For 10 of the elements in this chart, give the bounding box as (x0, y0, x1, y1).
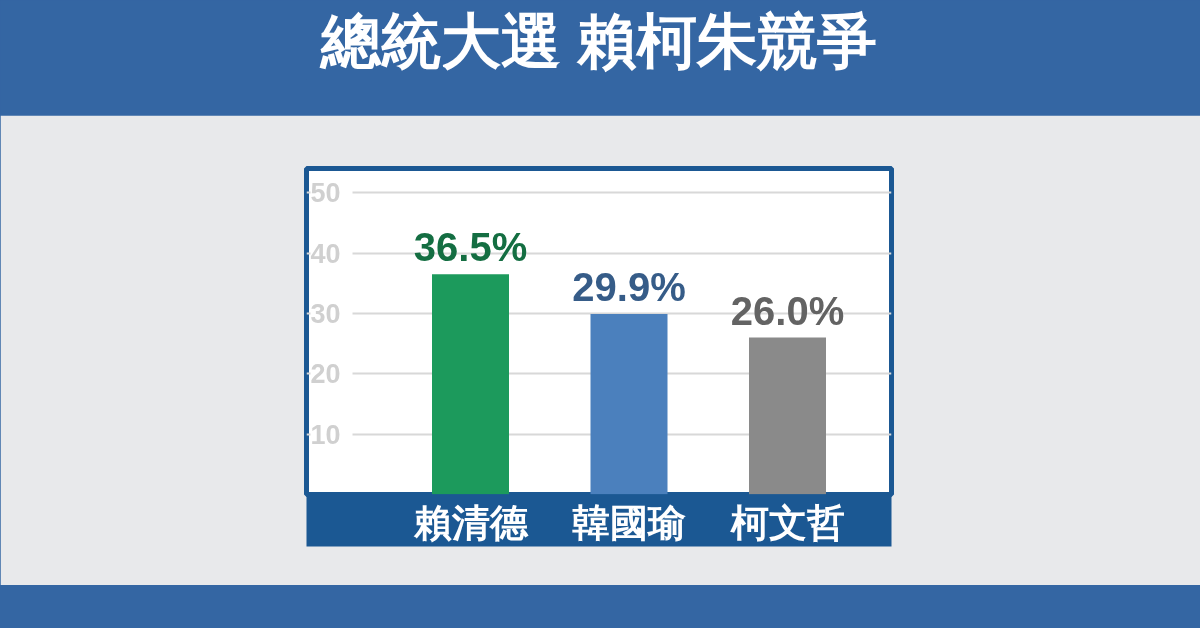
data-label: 26.0% (730, 288, 845, 333)
bar (432, 274, 509, 495)
bar (590, 313, 668, 495)
x-tick-label: 韓國瑜 (572, 501, 686, 544)
chart-title: 總統大選 賴柯朱競爭 (318, 7, 878, 75)
x-tick-label: 柯文哲 (729, 501, 845, 544)
data-label: 29.9% (572, 264, 686, 309)
x-tick-label: 賴清德 (412, 501, 529, 544)
data-label: 36.5% (413, 225, 528, 270)
bar (749, 337, 826, 495)
